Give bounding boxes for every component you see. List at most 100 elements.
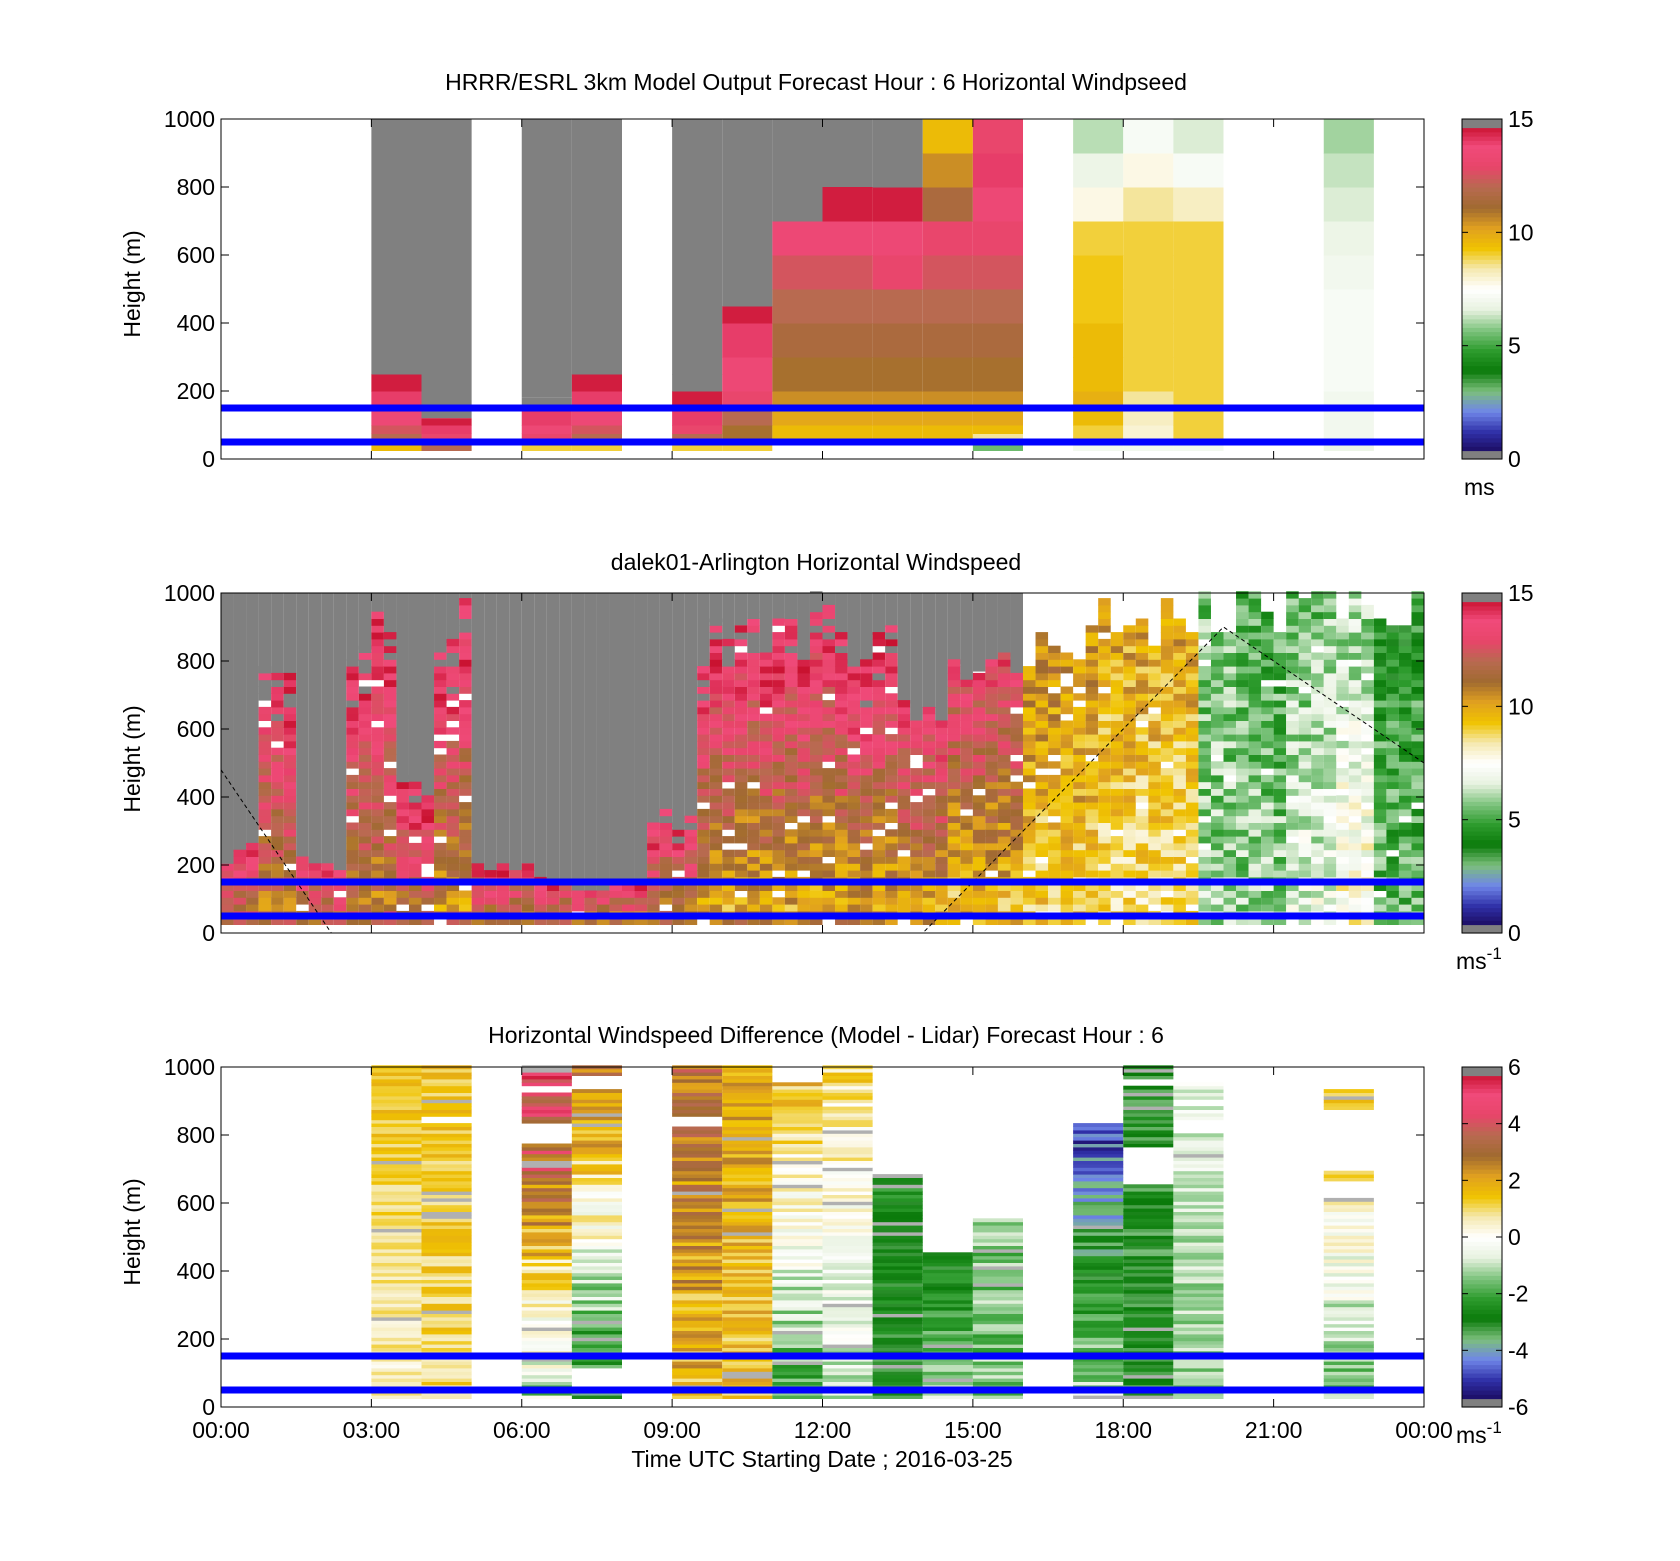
heatmap-cell	[722, 1078, 773, 1083]
heatmap-cell	[860, 802, 873, 810]
heatmap-cell	[872, 1248, 923, 1253]
heatmap-cell	[872, 883, 886, 891]
heatmap-cell	[1160, 659, 1174, 667]
heatmap-cell	[1336, 679, 1349, 687]
heatmap-cell	[1123, 1126, 1174, 1131]
heatmap-cell	[922, 119, 973, 154]
heatmap-cell	[759, 652, 773, 660]
heatmap-cell	[1035, 713, 1049, 721]
heatmap-cell	[1173, 1235, 1224, 1240]
heatmap-cell	[835, 706, 848, 715]
heatmap-cell	[1261, 781, 1274, 789]
heatmap-cell	[772, 1320, 823, 1325]
heatmap-cell	[571, 1201, 622, 1206]
heatmap-cell	[734, 856, 748, 864]
heatmap-cell	[622, 917, 635, 925]
heatmap-cell	[371, 1191, 422, 1195]
colorbar-swatch	[1462, 707, 1502, 713]
heatmap-cell	[1185, 727, 1199, 735]
heatmap-cell	[1160, 802, 1174, 810]
heatmap-cell	[872, 1242, 923, 1246]
heatmap-cell	[872, 1310, 923, 1314]
heatmap-cell	[647, 917, 660, 925]
heatmap-cell	[747, 883, 760, 891]
heatmap-cell	[784, 686, 798, 694]
heatmap-cell	[872, 808, 886, 817]
colorbar-swatch	[1462, 170, 1502, 175]
heatmap-cell	[1386, 815, 1399, 823]
heatmap-cell	[747, 856, 760, 864]
heatmap-cell	[972, 747, 986, 755]
heatmap-cell	[358, 747, 372, 755]
heatmap-cell	[722, 1371, 773, 1376]
colorbar-swatch	[1462, 724, 1502, 730]
heatmap-cell	[709, 706, 723, 715]
heatmap-cell	[822, 1089, 873, 1093]
heatmap-cell	[1236, 754, 1249, 762]
heatmap-cell	[271, 788, 284, 796]
heatmap-cell	[271, 863, 284, 871]
heatmap-cell	[972, 1357, 1023, 1362]
heatmap-cell	[672, 1146, 723, 1151]
heatmap-cell	[1336, 904, 1349, 912]
heatmap-cell	[872, 1395, 923, 1399]
heatmap-cell	[722, 1221, 773, 1226]
heatmap-cell	[1361, 754, 1374, 762]
heatmap-cell	[1411, 747, 1424, 755]
heatmap-cell	[1148, 795, 1161, 803]
heatmap-cell	[985, 740, 998, 749]
heatmap-cell	[1323, 890, 1337, 898]
heatmap-cell	[1060, 720, 1074, 728]
heatmap-cell	[571, 593, 585, 892]
heatmap-cell	[1185, 870, 1199, 878]
heatmap-cell	[809, 598, 823, 606]
colorbar-swatch	[1462, 899, 1502, 904]
colorbar-swatch	[1462, 1347, 1502, 1353]
heatmap-cell	[1173, 442, 1224, 451]
heatmap-cell	[1073, 917, 1086, 925]
colorbar-swatch	[1462, 1279, 1502, 1285]
heatmap-cell	[747, 747, 760, 755]
heatmap-cell	[521, 1374, 572, 1379]
heatmap-cell	[1236, 727, 1249, 735]
heatmap-cell	[1123, 1204, 1174, 1209]
heatmap-cell	[1236, 768, 1249, 776]
heatmap-cell	[672, 1378, 723, 1382]
heatmap-cell	[772, 768, 785, 776]
heatmap-cell	[1173, 1296, 1224, 1301]
heatmap-cell	[1110, 747, 1124, 755]
heatmap-cell	[1323, 1228, 1374, 1233]
heatmap-cell	[1010, 761, 1023, 769]
colorbar-swatch	[1462, 618, 1502, 624]
heatmap-cell	[784, 781, 798, 789]
heatmap-cell	[872, 1225, 923, 1229]
heatmap-cell	[1023, 815, 1036, 823]
heatmap-cell	[258, 774, 272, 783]
heatmap-cell	[835, 856, 848, 864]
heatmap-cell	[1123, 1228, 1174, 1233]
heatmap-cell	[1173, 323, 1224, 358]
heatmap-cell	[321, 904, 334, 912]
heatmap-cell	[772, 863, 785, 871]
heatmap-cell	[1323, 1371, 1374, 1376]
heatmap-cell	[421, 849, 435, 857]
heatmap-cell	[747, 904, 760, 912]
y-tick-label: 1000	[164, 1054, 215, 1080]
heatmap-cell	[1411, 611, 1424, 619]
colorbar-swatch	[1462, 1164, 1502, 1170]
heatmap-cell	[1336, 659, 1349, 667]
heatmap-cell	[885, 593, 898, 628]
heatmap-cell	[1098, 815, 1111, 823]
heatmap-cell	[434, 761, 447, 769]
heatmap-cell	[1336, 883, 1349, 891]
heatmap-cell	[772, 1269, 823, 1274]
heatmap-cell	[672, 1323, 723, 1328]
heatmap-cell	[221, 883, 234, 891]
heatmap-cell	[1123, 1242, 1174, 1246]
heatmap-cell	[922, 1276, 973, 1280]
heatmap-cell	[809, 666, 823, 674]
heatmap-cell	[697, 788, 710, 796]
heatmap-cell	[1173, 1092, 1224, 1097]
heatmap-cell	[571, 1320, 622, 1325]
heatmap-cell	[822, 1133, 873, 1138]
